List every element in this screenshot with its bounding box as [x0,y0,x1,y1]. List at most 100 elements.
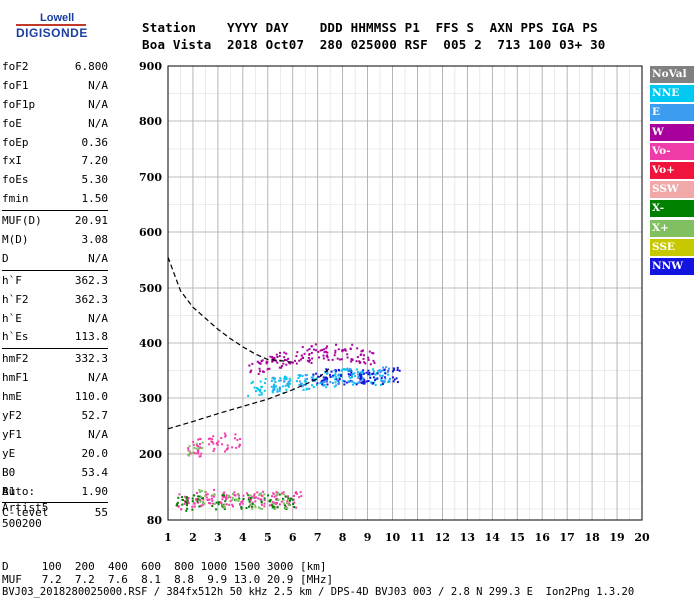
echo-point-nnw [368,371,371,374]
echo-point-w [257,372,260,375]
echo-point-x- [200,496,203,499]
echo-point-nnw [367,373,370,376]
echo-point-vo- [208,502,211,505]
echo-point-w [308,353,311,356]
echo-point-nne [260,391,263,394]
param-key: foEs [2,173,29,187]
echo-point-e [303,383,306,386]
echo-point-vo- [234,433,237,436]
param-key: foF1p [2,97,36,111]
echo-point-w [349,347,352,350]
echo-point-w [306,359,309,362]
param-value: 55 [94,506,108,520]
distance-row: D 100 200 400 600 800 1000 1500 3000 [km… [2,560,327,573]
echo-point-vo- [191,505,194,508]
echo-point-nne [334,381,337,384]
echo-point-nnw [322,376,325,379]
echo-point-e [388,377,391,380]
echo-point-nne [253,386,256,389]
echo-point-vo- [238,445,241,448]
echo-point-nnw [392,370,395,373]
echo-point-w [294,359,297,362]
echo-point-vo- [184,500,187,503]
auto-label: Auto: [2,485,36,498]
echo-point-vo- [216,443,219,446]
echo-point-nnw [369,376,372,379]
echo-point-x- [187,454,190,457]
echo-point-w [346,353,349,356]
param-value: 52.7 [81,409,109,423]
echo-point-e [337,373,340,376]
echo-point-nne [260,385,263,388]
echo-point-vo- [209,502,212,505]
echo-point-w [318,356,321,359]
echo-point-x- [192,494,195,497]
echo-point-nne [311,384,314,387]
echo-point-w [308,359,311,362]
echo-point-vo- [273,501,276,504]
echo-point-nnw [326,383,329,386]
echo-point-nnw [329,375,332,378]
echo-point-e [299,382,302,385]
echo-point-vo- [193,505,196,508]
echo-point-x- [248,494,251,497]
echo-point-w [283,358,286,361]
echo-point-w [372,359,375,362]
echo-point-w [369,363,372,366]
echo-point-vo- [224,434,227,437]
echo-point-nne [312,374,315,377]
echo-point-vo- [212,502,215,505]
echo-point-x- [181,496,184,499]
echo-point-w [356,356,359,359]
echo-point-w [275,353,278,356]
echo-point-x- [223,508,226,511]
echo-point-nne [278,379,281,382]
echo-point-vo- [202,503,205,506]
echo-point-e [353,372,356,375]
echo-point-vo- [220,502,223,505]
echo-point-e [362,377,365,380]
echo-point-vo- [195,491,198,494]
echo-point-vo- [177,505,180,508]
echo-point-x- [260,501,263,504]
echo-point-x- [188,450,191,453]
echo-point-nne [250,382,253,385]
echo-point-vo- [242,494,245,497]
legend-item-nne: NNE [650,85,694,103]
echo-point-nnw [359,374,362,377]
echo-point-vo- [285,505,288,508]
echo-point-e [271,377,274,380]
echo-point-x- [282,502,285,505]
echo-point-vo- [207,437,210,440]
echo-point-w [362,354,365,357]
echo-point-nne [378,374,381,377]
legend-item-noval: NoVal [650,66,694,83]
echo-point-nne [257,388,260,391]
echo-point-w [346,356,349,359]
echo-point-w [314,343,317,346]
echo-point-x- [221,494,224,497]
echo-point-w [338,358,341,361]
echo-point-x- [259,507,262,510]
echo-point-nne [374,383,377,386]
echo-point-x- [248,505,251,508]
echo-point-w [355,360,358,363]
echo-point-w [325,347,328,350]
echo-point-e [349,368,352,371]
echo-point-w [303,352,306,355]
echo-point-vo- [275,502,278,505]
echo-point-w [280,366,283,369]
echo-point-vo- [225,497,228,500]
echo-point-vo- [263,499,266,502]
echo-point-vo- [225,498,228,501]
echo-point-x- [254,506,257,509]
echo-point-nne [301,374,304,377]
echo-point-w [315,349,318,352]
param-row: yE 20.0 [2,445,108,464]
param-row: D N/A [2,250,108,269]
echo-point-x- [186,496,189,499]
echo-point-vo- [198,442,201,445]
echo-point-nne [347,370,350,373]
echo-point-e [381,379,384,382]
